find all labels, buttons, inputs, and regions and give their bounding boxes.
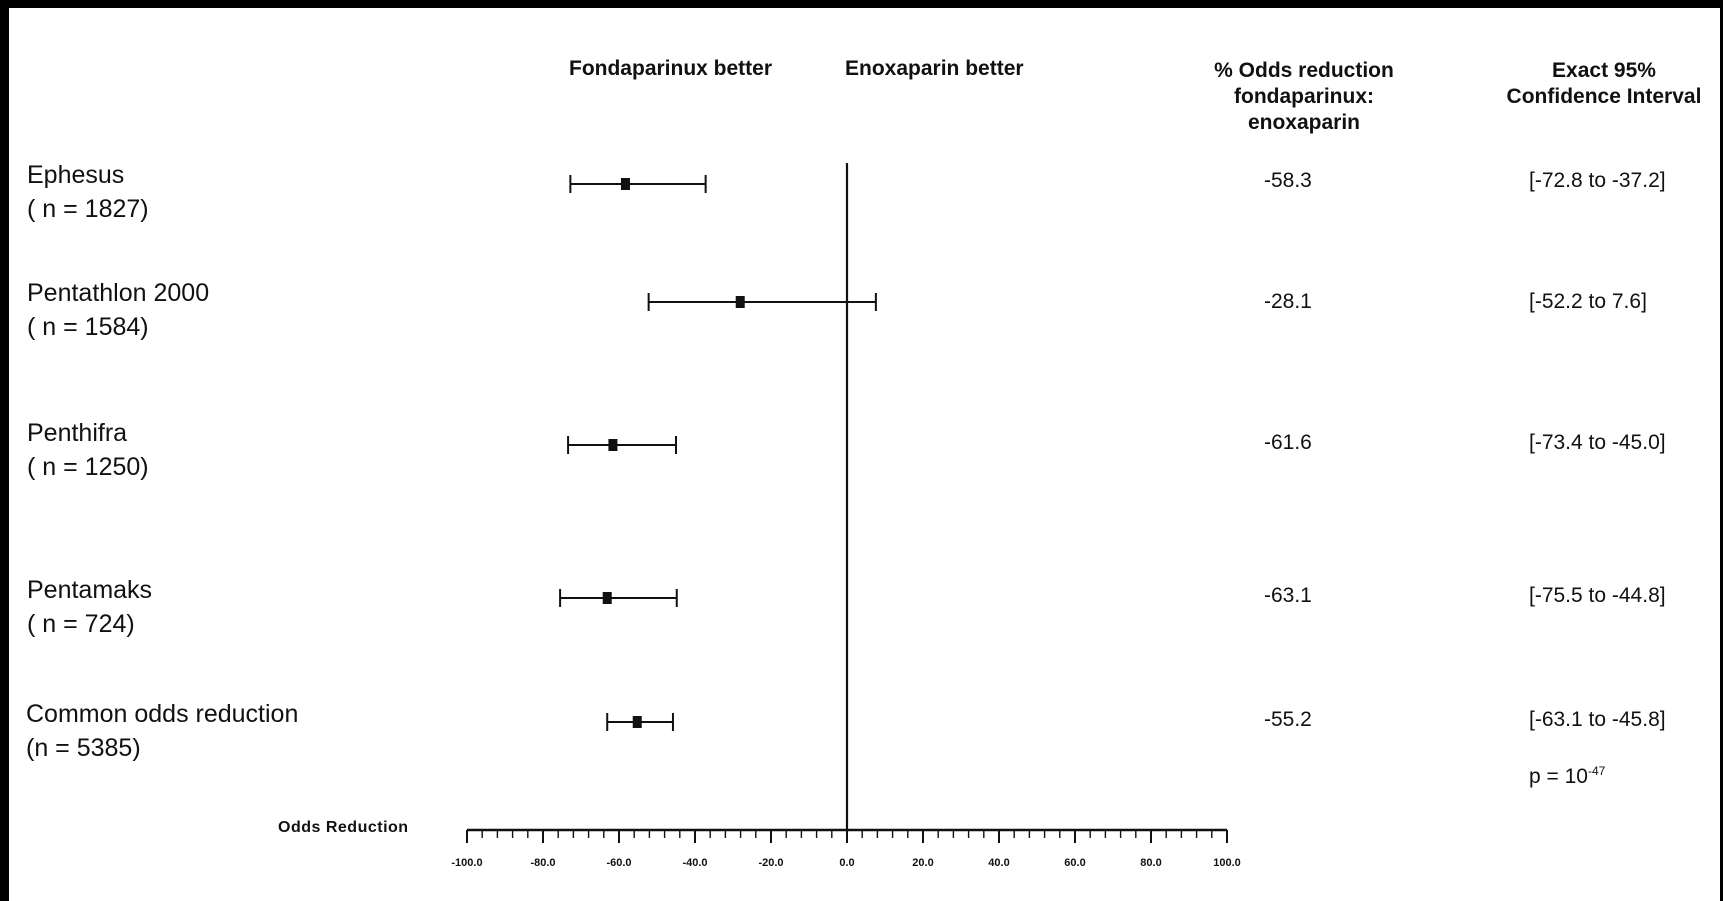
x-tick-label: 100.0 (1213, 857, 1241, 869)
study-n: ( n = 724) (27, 610, 135, 638)
ci-value: [-72.8 to -37.2] (1529, 169, 1666, 192)
estimate-value: -61.6 (1264, 431, 1312, 454)
ci-value: [-73.4 to -45.0] (1529, 431, 1666, 454)
ci-value: [-63.1 to -45.8] (1529, 708, 1666, 731)
estimate-value: -28.1 (1264, 290, 1312, 313)
x-tick-label: 40.0 (988, 857, 1009, 869)
chart-panel: Fondaparinux better Enoxaparin better % … (9, 8, 1720, 901)
estimate-value: -63.1 (1264, 584, 1312, 607)
p-value-base: p = 10 (1529, 765, 1588, 788)
x-tick-label: 80.0 (1140, 857, 1161, 869)
study-name: Penthifra (27, 419, 128, 447)
study-n: ( n = 1584) (27, 313, 149, 341)
ci-value: [-52.2 to 7.6] (1529, 290, 1647, 313)
forest-plot: -100.0 -80.0 -60.0 -40.0 -20.0 0.0 20.0 40.0 60.… (451, 163, 1241, 869)
x-tick-label: -80.0 (530, 857, 555, 869)
study-name: Ephesus (27, 161, 125, 189)
axis-title: Odds Reduction (278, 819, 409, 836)
study-n: ( n = 1827) (27, 195, 149, 223)
x-tick-label: -100.0 (451, 857, 482, 869)
header-odds-reduction: % Odds reduction fondaparinux: enoxapari… (1214, 59, 1394, 134)
study-name: Common odds reduction (26, 700, 299, 728)
x-tick-label: -20.0 (758, 857, 783, 869)
header-confidence-interval: Exact 95% Confidence Interval (1506, 59, 1702, 108)
x-tick-label: -60.0 (606, 857, 631, 869)
header-enoxaparin-better: Enoxaparin better (845, 57, 1024, 80)
study-name: Pentathlon 2000 (27, 279, 210, 307)
study-n: ( n = 1250) (27, 453, 149, 481)
x-tick-label: -40.0 (682, 857, 707, 869)
estimate-value: -58.3 (1264, 169, 1312, 192)
p-value-exponent: -47 (1587, 764, 1606, 778)
x-tick-label: 20.0 (912, 857, 933, 869)
ci-value: [-75.5 to -44.8] (1529, 584, 1666, 607)
point-estimate (632, 716, 642, 728)
estimate-value: -55.2 (1264, 708, 1312, 731)
study-name: Pentamaks (27, 576, 153, 604)
point-estimate (620, 178, 630, 190)
point-estimate (608, 439, 618, 451)
x-tick-label: 0.0 (839, 857, 854, 869)
x-tick-label: 60.0 (1064, 857, 1085, 869)
header-fondaparinux-better: Fondaparinux better (569, 57, 773, 80)
point-estimate (735, 296, 745, 308)
point-estimate (602, 592, 612, 604)
study-n: (n = 5385) (26, 734, 141, 762)
p-value: p = 10-47 (1529, 764, 1605, 789)
